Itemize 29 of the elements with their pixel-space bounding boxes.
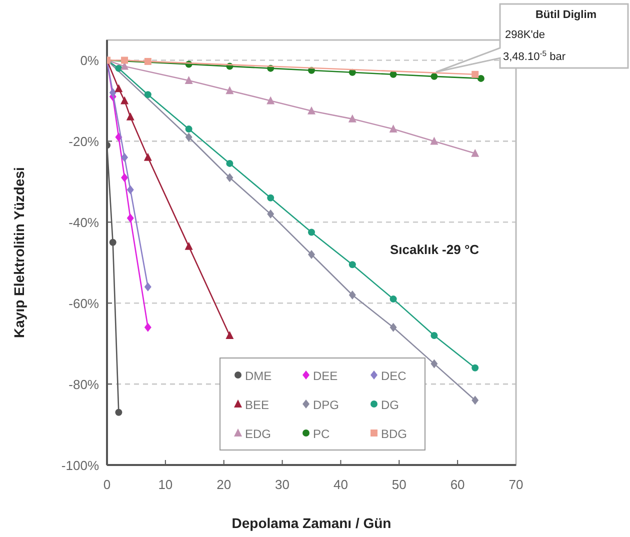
legend-label: PC [313, 427, 330, 441]
legend-label: EDG [245, 427, 272, 441]
x-axis-title: Depolama Zamanı / Gün [232, 515, 392, 531]
legend-label: DEC [381, 369, 407, 383]
y-tick-label: -100% [61, 458, 100, 473]
y-tick-label: -80% [68, 377, 100, 392]
legend-label: BEE [245, 398, 270, 412]
legend-label: DPG [313, 398, 340, 412]
y-tick-label: -40% [68, 215, 100, 230]
x-tick-label: 0 [103, 477, 111, 492]
legend-label: BDG [381, 427, 408, 441]
x-tick-label: 30 [275, 477, 290, 492]
x-tick-label: 20 [216, 477, 232, 492]
legend-label: DEE [313, 369, 338, 383]
annotation: Sıcaklık -29 °C [390, 242, 480, 257]
y-tick-label: 0% [80, 53, 100, 68]
y-axis-title: Kayıp Elektrolitin Yüzdesi [11, 167, 27, 338]
y-tick-label: -60% [68, 296, 100, 312]
x-tick-label: 70 [508, 477, 524, 492]
annotation: 3,48.10$^{-5}$ bar [503, 48, 566, 63]
annotation: 298K'de [505, 29, 546, 41]
legend-label: DME [245, 369, 272, 383]
x-tick-label: 60 [450, 477, 465, 492]
x-tick-label: 50 [392, 477, 406, 492]
text: Bütil Diglim [535, 9, 597, 21]
x-tick-label: 10 [158, 477, 173, 492]
y-tick-label: -20% [68, 134, 100, 150]
legend-label: DG [381, 398, 399, 412]
x-tick-label: 40 [333, 477, 348, 492]
